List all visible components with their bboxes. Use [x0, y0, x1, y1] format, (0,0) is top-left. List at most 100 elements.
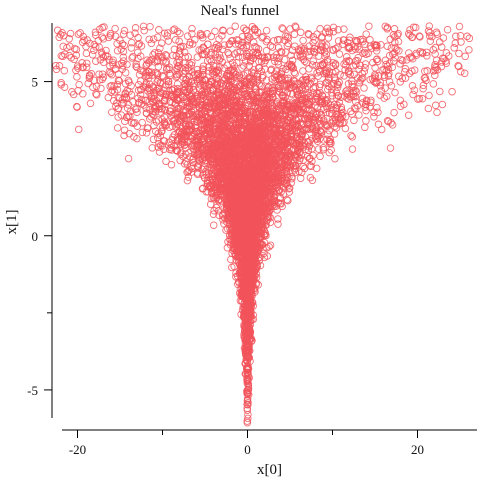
data-point	[229, 145, 237, 153]
data-point	[177, 64, 185, 72]
data-point	[387, 119, 395, 127]
data-point	[326, 135, 335, 144]
data-point	[219, 216, 227, 224]
data-point	[149, 35, 158, 43]
data-point	[189, 145, 198, 153]
data-point	[176, 50, 184, 59]
data-point	[329, 117, 337, 126]
data-point	[151, 68, 160, 77]
data-point	[304, 30, 313, 38]
data-point	[151, 127, 160, 135]
data-point	[114, 113, 122, 121]
data-point	[209, 221, 218, 229]
data-point	[409, 90, 417, 99]
data-point	[131, 24, 140, 32]
data-point	[223, 61, 231, 69]
data-point	[149, 51, 157, 59]
data-point	[198, 185, 207, 193]
data-point	[128, 54, 136, 62]
data-point	[214, 69, 223, 78]
data-point	[359, 49, 367, 57]
data-point	[190, 142, 198, 151]
data-point	[119, 30, 128, 38]
data-point	[332, 88, 340, 96]
data-point	[146, 22, 154, 31]
data-point	[201, 174, 209, 182]
data-point	[425, 22, 434, 30]
data-point	[371, 41, 379, 50]
data-point	[113, 80, 122, 89]
data-point	[359, 37, 367, 46]
data-point	[179, 93, 187, 102]
data-point	[406, 26, 414, 34]
data-point	[262, 37, 271, 46]
data-point	[391, 38, 399, 47]
data-point	[273, 36, 282, 44]
data-point	[70, 44, 79, 53]
data-point	[144, 124, 152, 132]
data-point	[419, 84, 427, 93]
data-point	[220, 220, 228, 228]
data-point	[122, 113, 131, 121]
data-point	[223, 244, 232, 252]
data-point	[132, 62, 140, 71]
data-point	[176, 156, 184, 165]
data-point	[356, 35, 365, 44]
data-point	[190, 118, 199, 126]
data-point	[167, 141, 176, 149]
data-point	[88, 50, 97, 59]
data-point	[465, 34, 474, 43]
data-point	[207, 32, 216, 41]
data-point	[431, 50, 439, 58]
data-point	[183, 176, 192, 185]
data-point	[262, 118, 271, 126]
data-point	[129, 52, 137, 61]
data-point	[137, 95, 146, 104]
data-point	[377, 125, 386, 134]
data-point	[56, 30, 65, 39]
data-point	[323, 78, 331, 87]
data-point	[324, 85, 332, 94]
data-point	[220, 121, 229, 129]
data-point	[179, 106, 187, 114]
data-point	[193, 135, 202, 143]
data-point	[98, 33, 106, 41]
data-point	[272, 109, 281, 117]
data-point	[274, 176, 283, 185]
data-point	[59, 42, 67, 51]
data-point	[313, 137, 322, 145]
data-point	[300, 164, 309, 173]
data-point	[361, 60, 370, 68]
data-point	[76, 29, 84, 37]
data-point	[96, 56, 105, 64]
data-point	[155, 26, 163, 34]
data-point	[75, 80, 83, 89]
data-point	[84, 79, 92, 88]
data-point	[274, 71, 282, 79]
data-point	[394, 72, 403, 81]
data-point	[366, 36, 374, 44]
data-point	[408, 67, 416, 75]
data-point	[243, 389, 251, 398]
data-point	[214, 66, 223, 75]
data-point	[74, 125, 83, 134]
data-point	[242, 370, 250, 378]
data-point	[398, 74, 407, 83]
data-point	[90, 40, 99, 49]
data-point	[292, 23, 300, 32]
data-point	[339, 36, 348, 44]
data-point	[183, 168, 191, 177]
data-points	[52, 22, 474, 427]
data-point	[153, 33, 162, 41]
data-point	[107, 88, 115, 96]
data-point	[299, 46, 308, 54]
data-point	[429, 46, 438, 54]
data-point	[321, 28, 330, 36]
data-point	[180, 48, 189, 56]
data-point	[134, 80, 143, 89]
data-point	[465, 46, 473, 54]
data-point	[330, 73, 339, 81]
data-point	[59, 31, 68, 40]
data-point	[245, 62, 253, 70]
